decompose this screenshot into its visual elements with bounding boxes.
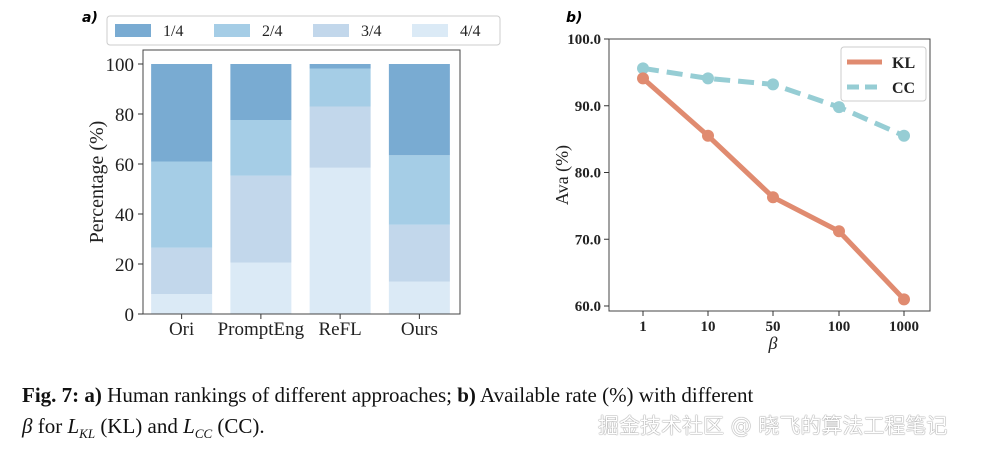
- point-KL-10: [702, 129, 714, 142]
- point-KL-100: [833, 225, 845, 238]
- bar-Ori-3-4: [151, 247, 213, 294]
- caption-for: for: [32, 414, 68, 438]
- point-KL-1000: [898, 293, 910, 306]
- caption-line-2: β for LKL (KL) and LCC (CC).: [22, 414, 265, 442]
- caption-fig-label: Fig. 7:: [22, 383, 80, 407]
- caption-kl-text: (KL) and: [95, 414, 184, 438]
- bar-Ori-4-4: [151, 294, 213, 314]
- caption-cc-text: (CC).: [212, 414, 265, 438]
- watermark: 掘金技术社区 @ 晓飞的算法工程笔记: [598, 414, 948, 438]
- x-tick-label: 10: [701, 319, 716, 335]
- y-tick-label: 80: [115, 105, 134, 126]
- y-tick-label: 0: [125, 305, 135, 326]
- caption-line-1: Fig. 7: a) Human rankings of different a…: [22, 383, 753, 408]
- caption-a-label: a): [84, 383, 102, 407]
- bar-PromptEng-3-4: [230, 175, 292, 263]
- point-CC-1: [637, 62, 649, 75]
- panel-label-a: a): [82, 10, 98, 26]
- figure: a) 1/4 2/4 3/4 4/4 Ori PromptEng ReFL Ours 0 20 40 6…: [82, 10, 931, 353]
- point-CC-100: [833, 101, 845, 114]
- bar-PromptEng-2-4: [230, 120, 292, 176]
- caption-kl-sub: KL: [79, 426, 96, 442]
- caption-lcc: L: [183, 414, 195, 438]
- y-tick-label: 100.0: [567, 32, 601, 48]
- legend-label-4-4: 4/4: [460, 23, 480, 40]
- legend-box: [106, 15, 501, 46]
- axes-frame-b: [608, 38, 931, 312]
- bar-ReFL-1-4: [309, 64, 371, 69]
- x-tick-label: 50: [766, 319, 781, 335]
- caption-beta: β: [22, 414, 33, 438]
- legend-label-2-4: 2/4: [262, 23, 282, 40]
- x-tick-label: ReFL: [318, 319, 361, 340]
- legend-swatch-3-4: [313, 24, 349, 37]
- legend-label-KL: KL: [892, 55, 915, 72]
- y-axis-label: Ava (%): [552, 145, 573, 205]
- bar-Ours-3-4: [388, 224, 450, 282]
- caption-cc-sub: CC: [194, 426, 213, 442]
- bar-PromptEng-4-4: [230, 262, 292, 314]
- x-tick-label: Ours: [401, 319, 438, 340]
- caption-b-label: b): [457, 383, 476, 407]
- x-axis-label: β: [768, 333, 778, 353]
- y-tick-label: 90.0: [575, 99, 601, 115]
- y-tick-label: 70.0: [575, 232, 601, 248]
- y-axis-label: Percentage (%): [86, 121, 108, 244]
- y-tick-label: 20: [115, 255, 134, 276]
- x-tick-label: 1000: [889, 319, 919, 335]
- y-tick-label: 80.0: [575, 166, 601, 182]
- legend-swatch-1-4: [115, 24, 151, 37]
- y-tick-label: 60: [115, 155, 134, 176]
- bar-Ours-1-4: [388, 64, 450, 156]
- panel-label-b: b): [566, 10, 582, 26]
- caption-lkl: L: [67, 414, 80, 438]
- bar-ReFL-3-4: [309, 106, 371, 168]
- bar-Ours-4-4: [388, 281, 450, 314]
- caption-a-text: Human rankings of different approaches;: [101, 383, 458, 407]
- bar-PromptEng-1-4: [230, 64, 292, 120]
- legend-label-1-4: 1/4: [163, 23, 183, 40]
- y-tick-label: 100: [106, 55, 135, 76]
- y-tick-label: 60.0: [575, 299, 601, 315]
- point-CC-10: [702, 72, 714, 85]
- x-tick-label: 1: [639, 319, 647, 335]
- legend-swatch-4-4: [412, 24, 448, 37]
- axes-frame-a: [142, 49, 461, 315]
- legend-label-3-4: 3/4: [361, 23, 381, 40]
- legend-label-CC: CC: [892, 80, 915, 97]
- point-CC-50: [767, 78, 779, 91]
- bar-Ori-1-4: [151, 64, 213, 162]
- x-tick-label: Ori: [169, 319, 194, 340]
- bar-ReFL-4-4: [309, 167, 371, 314]
- bar-Ours-2-4: [388, 155, 450, 225]
- series-line-KL: [641, 76, 906, 302]
- bar-Ori-2-4: [151, 161, 213, 248]
- x-tick-label: PromptEng: [218, 319, 305, 340]
- point-KL-50: [767, 191, 779, 204]
- point-KL-1: [637, 72, 649, 85]
- point-CC-1000: [898, 129, 910, 142]
- x-tick-label: 100: [828, 319, 851, 335]
- bar-ReFL-2-4: [309, 68, 371, 107]
- y-tick-label: 40: [115, 205, 134, 226]
- legend-swatch-2-4: [214, 24, 250, 37]
- caption-b-text: Available rate (%) with different: [475, 383, 754, 407]
